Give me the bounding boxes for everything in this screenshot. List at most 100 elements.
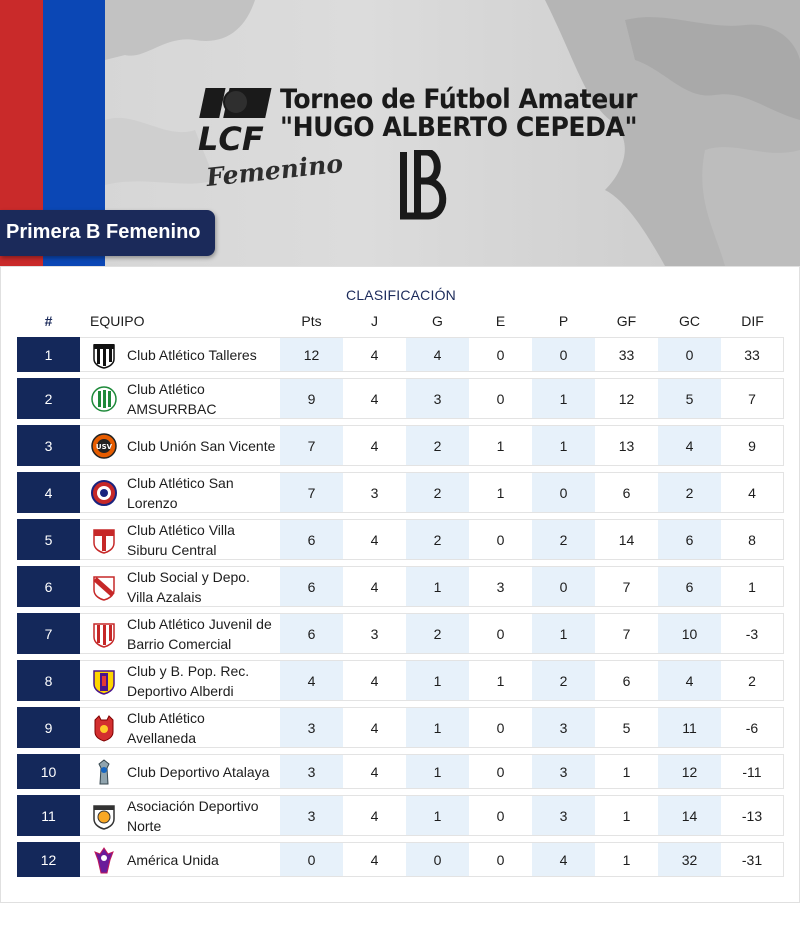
header-e: E bbox=[495, 313, 506, 329]
e-cell: 1 bbox=[469, 660, 532, 701]
p-cell: 4 bbox=[532, 842, 595, 877]
header-gc: GC bbox=[679, 313, 700, 329]
table-row: 7 Club Atlético Juvenil de Barrio Comerci… bbox=[17, 613, 785, 654]
rank-cell: 5 bbox=[17, 519, 80, 560]
p-cell: 0 bbox=[532, 337, 595, 372]
standings-panel: CLASIFICACIÓN # EQUIPO Pts J G E P GF GC… bbox=[0, 266, 800, 903]
gf-cell: 1 bbox=[595, 842, 658, 877]
g-cell: 1 bbox=[406, 660, 469, 701]
gf-cell: 1 bbox=[595, 795, 658, 836]
j-cell: 4 bbox=[343, 660, 406, 701]
gf-cell: 5 bbox=[595, 707, 658, 748]
g-cell: 2 bbox=[406, 425, 469, 466]
table-header: # EQUIPO Pts J G E P GF GC DIF bbox=[17, 313, 785, 335]
section-title: CLASIFICACIÓN bbox=[346, 287, 456, 303]
red-striped-crest-icon bbox=[92, 622, 115, 648]
table-row: 3 USV Club Unión San Vicente 7 4 2 1 1 13 4 9 bbox=[17, 425, 785, 466]
team-crest-icon: USV bbox=[80, 425, 127, 466]
dif-cell: -6 bbox=[721, 707, 784, 748]
header-p: P bbox=[558, 313, 569, 329]
dif-cell: -11 bbox=[721, 754, 784, 789]
pts-cell: 12 bbox=[280, 337, 343, 372]
team-name: Club Social y Depo. Villa Azalais bbox=[127, 566, 280, 607]
gc-cell: 0 bbox=[658, 337, 721, 372]
g-cell: 4 bbox=[406, 337, 469, 372]
pts-cell: 9 bbox=[280, 378, 343, 419]
rank-cell: 6 bbox=[17, 566, 80, 607]
white-gold-crest-icon bbox=[92, 804, 115, 830]
g-cell: 1 bbox=[406, 566, 469, 607]
team-name: Club Deportivo Atalaya bbox=[127, 754, 280, 789]
rank-cell: 7 bbox=[17, 613, 80, 654]
gc-cell: 4 bbox=[658, 660, 721, 701]
team-name: Club Atlético Juvenil de Barrio Comercia… bbox=[127, 613, 280, 654]
striped-black-white-crest-icon bbox=[92, 343, 115, 369]
blue-tower-crest-icon bbox=[97, 758, 110, 784]
gc-cell: 4 bbox=[658, 425, 721, 466]
gf-cell: 12 bbox=[595, 378, 658, 419]
j-cell: 3 bbox=[343, 472, 406, 513]
table-row: 8 Club y B. Pop. Rec. Deportivo Alberdi 4 4… bbox=[17, 660, 785, 701]
header-gf: GF bbox=[616, 313, 637, 329]
table-row: 1 Club Atlético Talleres 12 4 4 0 0 33 0 33 bbox=[17, 337, 785, 372]
team-crest-icon bbox=[80, 707, 127, 748]
gc-cell: 32 bbox=[658, 842, 721, 877]
j-cell: 4 bbox=[343, 842, 406, 877]
e-cell: 0 bbox=[469, 613, 532, 654]
g-cell: 1 bbox=[406, 795, 469, 836]
header-pts: Pts bbox=[301, 313, 322, 329]
gf-cell: 7 bbox=[595, 566, 658, 607]
dif-cell: 9 bbox=[721, 425, 784, 466]
team-crest-icon bbox=[80, 754, 127, 789]
e-cell: 0 bbox=[469, 378, 532, 419]
pts-cell: 7 bbox=[280, 425, 343, 466]
dif-cell: 33 bbox=[721, 337, 784, 372]
rank-cell: 9 bbox=[17, 707, 80, 748]
header-pos: # bbox=[44, 313, 53, 329]
gc-cell: 12 bbox=[658, 754, 721, 789]
header-j: J bbox=[371, 313, 378, 329]
gc-cell: 5 bbox=[658, 378, 721, 419]
j-cell: 4 bbox=[343, 795, 406, 836]
dif-cell: 2 bbox=[721, 660, 784, 701]
lcf-logo: LCF bbox=[198, 88, 272, 154]
g-cell: 1 bbox=[406, 754, 469, 789]
p-cell: 1 bbox=[532, 425, 595, 466]
team-name: Club Atlético Talleres bbox=[127, 337, 280, 372]
team-crest-icon bbox=[80, 660, 127, 701]
dif-cell: -13 bbox=[721, 795, 784, 836]
table-row: 9 Club Atlético Avellaneda 3 4 1 0 3 5 11 -6 bbox=[17, 707, 785, 748]
gf-cell: 6 bbox=[595, 472, 658, 513]
g-cell: 2 bbox=[406, 519, 469, 560]
j-cell: 4 bbox=[343, 425, 406, 466]
gc-cell: 10 bbox=[658, 613, 721, 654]
dif-cell: -3 bbox=[721, 613, 784, 654]
rank-cell: 4 bbox=[17, 472, 80, 513]
g-cell: 0 bbox=[406, 842, 469, 877]
header-banner: LCF Femenino Torneo de Fútbol Amateur "H… bbox=[0, 0, 800, 266]
standings-table: 1 Club Atlético Talleres 12 4 4 0 0 33 0 33 2 Club … bbox=[17, 337, 785, 883]
pts-cell: 0 bbox=[280, 842, 343, 877]
header-dif: DIF bbox=[741, 313, 764, 329]
round-red-blue-crest-icon bbox=[90, 479, 117, 506]
e-cell: 0 bbox=[469, 337, 532, 372]
g-cell: 2 bbox=[406, 613, 469, 654]
team-crest-icon bbox=[80, 566, 127, 607]
gf-cell: 7 bbox=[595, 613, 658, 654]
g-cell: 3 bbox=[406, 378, 469, 419]
team-crest-icon bbox=[80, 378, 127, 419]
pts-cell: 4 bbox=[280, 660, 343, 701]
purple-figure-crest-icon bbox=[93, 846, 114, 873]
g-cell: 2 bbox=[406, 472, 469, 513]
table-row: 2 Club Atlético AMSURRBAC 9 4 3 0 1 12 5 7 bbox=[17, 378, 785, 419]
pts-cell: 3 bbox=[280, 754, 343, 789]
team-name: Club Atlético Villa Siburu Central bbox=[127, 519, 280, 560]
dif-cell: 8 bbox=[721, 519, 784, 560]
header-g: G bbox=[432, 313, 443, 329]
rank-cell: 1 bbox=[17, 337, 80, 372]
p-cell: 0 bbox=[532, 472, 595, 513]
rank-cell: 8 bbox=[17, 660, 80, 701]
team-name: Club Unión San Vicente bbox=[127, 425, 280, 466]
table-row: 5 Club Atlético Villa Siburu Central 6 4 2 0 2… bbox=[17, 519, 785, 560]
p-cell: 1 bbox=[532, 378, 595, 419]
